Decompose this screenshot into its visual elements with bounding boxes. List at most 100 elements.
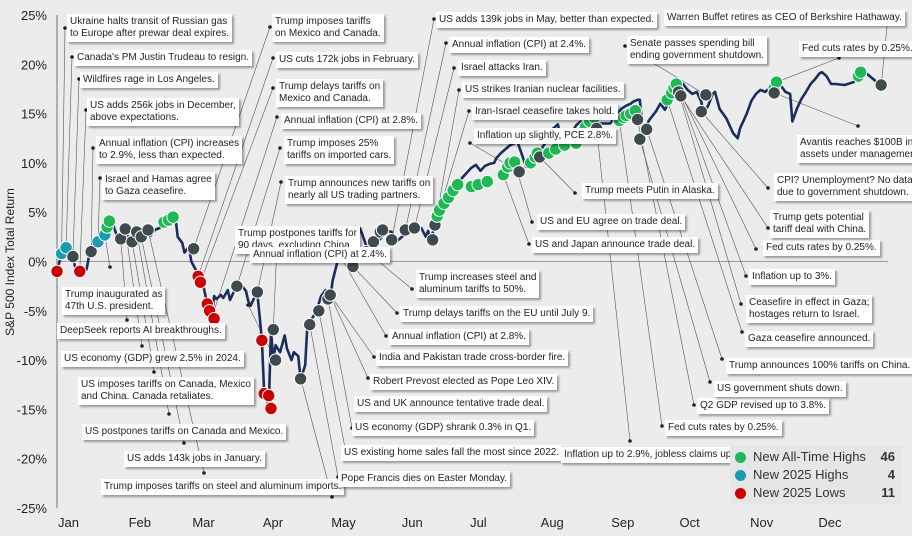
annotation-arrowhead-icon — [444, 41, 448, 45]
annotation-connector — [680, 95, 769, 229]
annotation-label: Senate passes spending bill ending govern… — [627, 36, 767, 64]
annotation-arrowhead-icon — [278, 146, 282, 150]
y-tick-label: 15% — [21, 107, 47, 122]
annotation-connector — [200, 87, 274, 283]
annotation-label: Ceasefire in effect in Gaza; hostages ret… — [746, 295, 873, 323]
annotation-connector — [329, 294, 375, 358]
annotation-connector — [637, 119, 695, 406]
annotation-label: DeepSeek reports AI breakthroughs. — [57, 323, 225, 339]
annotation-label: US economy (GDP) shrank 0.3% in Q1. — [352, 420, 535, 436]
annotation-label: Annual inflation (CPI) at 2.8%. — [389, 329, 529, 345]
y-tick-label: 5% — [28, 205, 47, 220]
annotation-label: US adds 256k jobs in December, above expe… — [87, 98, 239, 126]
x-tick-label: Nov — [750, 515, 774, 530]
y-tick-label: -15% — [17, 402, 48, 417]
annotation-connector — [213, 116, 278, 311]
annotation-label: US and Japan announce trade deal. — [532, 237, 699, 253]
annotation-label: Trump meets Putin in Alaska. — [582, 183, 718, 199]
annotation-connector — [97, 177, 101, 242]
marker-event — [250, 285, 265, 299]
annotation-arrowhead-icon — [457, 88, 461, 92]
annotation-connector — [327, 298, 353, 429]
annotation-arrowhead-icon — [366, 376, 370, 380]
legend-dot-low2025-icon — [735, 488, 746, 499]
annotation-label: Trump announces 100% tariffs on China. — [726, 358, 912, 374]
marker-event — [84, 244, 98, 259]
legend-count: 4 — [887, 467, 895, 482]
annotation-label: CPI? Unemployment? No data due to governm… — [774, 173, 912, 201]
marker-event — [639, 122, 654, 137]
annotation-label: US imposes tariffs on Canada, Mexico and … — [78, 377, 254, 405]
annotation-connector — [329, 294, 369, 379]
legend-label: New All-Time Highs — [753, 449, 866, 464]
annotation-connector — [236, 147, 281, 287]
x-tick-label: Jun — [402, 515, 423, 530]
marker-event — [425, 233, 440, 247]
annotation-arrowhead-icon — [708, 380, 712, 384]
y-tick-label: -5% — [24, 304, 48, 319]
annotation-arrowhead-icon — [91, 146, 95, 150]
y-tick-label: 20% — [21, 57, 47, 72]
annotation-arrowhead-icon — [70, 55, 74, 59]
marker-event — [674, 89, 688, 103]
x-tick-label: Sep — [611, 515, 634, 530]
legend-count: 11 — [881, 485, 895, 500]
annotation-arrowhead-icon — [167, 412, 171, 416]
annotation-arrowhead-icon — [202, 471, 206, 475]
annotation-label: Inflation up to 2.9%, jobless claims up. — [561, 447, 738, 463]
annotation-connector — [90, 147, 94, 252]
annotation-connector — [619, 120, 663, 427]
marker-event — [141, 223, 155, 237]
marker-event — [630, 112, 645, 127]
marker-ath — [166, 210, 180, 224]
marker-event — [694, 104, 709, 119]
annotation-label: Fed cuts rates by 0.25%. — [665, 420, 782, 436]
annotation-label: US adds 143k jobs in January. — [124, 451, 265, 467]
annotation-connector — [675, 83, 757, 250]
annotation-arrowhead-icon — [467, 109, 471, 113]
annotation-label: US strikes Iranian nuclear facilities. — [462, 82, 624, 98]
annotation-label: India and Pakistan trade cross-border fi… — [376, 350, 569, 366]
annotation-arrowhead-icon — [84, 108, 88, 112]
marker-event — [375, 223, 390, 237]
y-tick-label: 10% — [21, 156, 47, 171]
legend-dot-ath-icon — [735, 452, 746, 463]
x-tick-label: Oct — [680, 515, 701, 530]
annotation-label: Trump delays tariffs on Mexico and Canada… — [276, 79, 384, 107]
annotation-label: Trump gets potential tariff deal with Chi… — [770, 210, 870, 238]
annotation-label: US postpones tariffs on Canada and Mexic… — [82, 424, 287, 440]
annotation-arrowhead-icon — [530, 220, 534, 224]
annotation-label: Trump announces new tariffs on nearly all… — [285, 176, 434, 204]
marker-ath — [853, 65, 868, 79]
x-tick-label: May — [331, 515, 356, 530]
annotation-label: US and UK announce tentative trade deal. — [354, 396, 548, 412]
annotation-label: US economy (GDP) grew 2.5% in 2024. — [61, 351, 244, 367]
annotation-arrowhead-icon — [410, 287, 414, 291]
annotation-label: Fed cuts rates by 0.25%. — [799, 41, 912, 57]
annotation-label: Annual inflation (CPI) increases to 2.9%,… — [96, 136, 243, 164]
annotation-label: Inflation up slightly, PCE 2.8%. — [474, 128, 616, 144]
y-tick-label: -25% — [17, 501, 48, 516]
marker-event — [767, 86, 781, 100]
marker-ath — [480, 174, 494, 189]
annotation-label: Robert Prevost elected as Pope Leo XIV. — [370, 374, 558, 390]
annotation-label: US government shuts down. — [714, 381, 846, 397]
x-tick-label: Mar — [192, 515, 215, 530]
annotation-arrowhead-icon — [63, 26, 67, 30]
marker-event — [266, 322, 280, 337]
annotation-label: Annual inflation (CPI) at 2.4%. — [250, 247, 390, 263]
marker-event — [66, 249, 80, 264]
annotation-connector — [72, 78, 80, 257]
annotation-arrowhead-icon — [692, 403, 696, 407]
annotation-connector — [61, 27, 66, 254]
marker-low2025 — [264, 401, 278, 416]
annotation-connector — [774, 92, 859, 127]
annotation-label: US existing home sales fall the most sin… — [341, 445, 563, 461]
annotation-arrowhead-icon — [432, 17, 436, 21]
annotation-arrowhead-icon — [766, 226, 770, 230]
marker-event — [407, 221, 422, 235]
annotation-arrowhead-icon — [856, 124, 860, 128]
annotation-arrowhead-icon — [182, 441, 186, 445]
marker-ath — [102, 214, 117, 228]
annotation-label: Iran-Israel ceasefire takes hold. — [472, 104, 618, 120]
